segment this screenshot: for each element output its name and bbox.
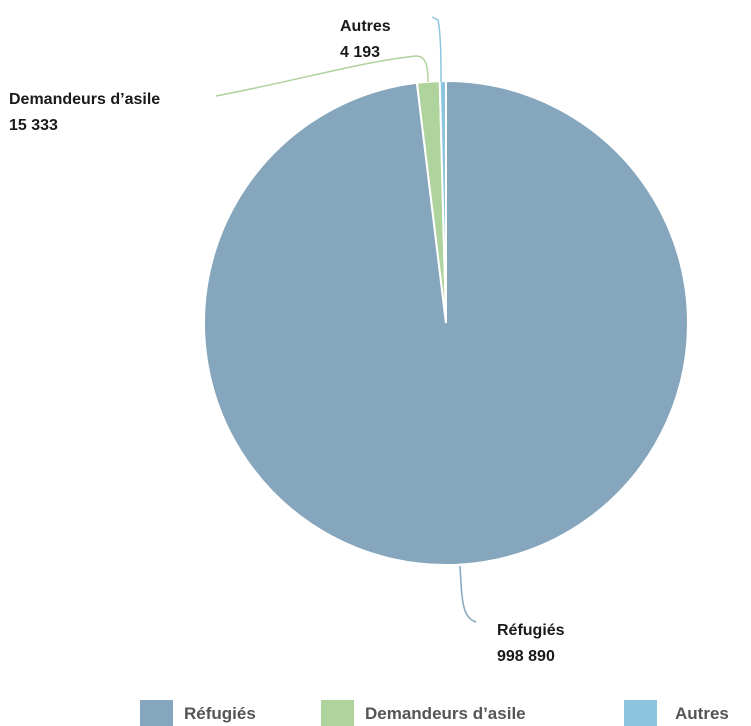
label-refugies: Réfugiés 998 890 [497, 622, 565, 665]
label-refugies-name: Réfugiés [497, 622, 565, 639]
leader-lines [215, 16, 477, 623]
pie-slices [203, 79, 689, 566]
legend-swatch-demandeurs [321, 700, 354, 726]
label-demandeurs-name: Demandeurs d’asile [9, 91, 160, 108]
label-refugies-value: 998 890 [497, 648, 555, 665]
legend-label-autres: Autres [675, 704, 729, 723]
label-demandeurs-value: 15 333 [9, 117, 58, 134]
legend-swatch-refugies [140, 700, 173, 726]
leader-line-refugies [459, 565, 477, 623]
label-autres: Autres 4 193 [340, 18, 391, 61]
leader-line-demandeurs [215, 55, 429, 97]
leader-line-autres [431, 16, 442, 83]
slice-autres [438, 79, 447, 324]
label-autres-value: 4 193 [340, 44, 380, 61]
legend: Réfugiés Demandeurs d’asile Autres [140, 700, 729, 726]
legend-label-demandeurs: Demandeurs d’asile [365, 704, 526, 723]
legend-swatch-autres [624, 700, 657, 726]
label-autres-name: Autres [340, 18, 391, 35]
legend-label-refugies: Réfugiés [184, 704, 256, 723]
label-demandeurs: Demandeurs d’asile 15 333 [9, 91, 160, 134]
